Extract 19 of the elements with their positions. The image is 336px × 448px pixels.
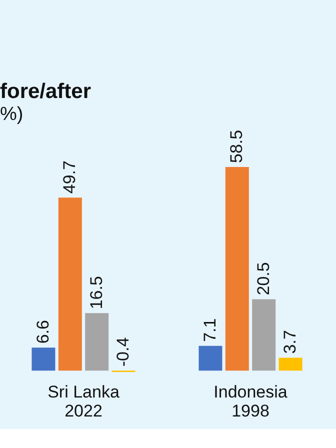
data-label: 6.6 [33, 320, 52, 344]
bar [225, 167, 249, 371]
bar [198, 346, 222, 371]
chart-subtitle: %) [0, 104, 24, 125]
data-label: 58.5 [227, 130, 246, 163]
data-label: 20.5 [254, 262, 273, 296]
data-label: 7.1 [200, 318, 220, 342]
x-tick-label: Sri Lanka 2022 [48, 382, 120, 420]
data-label: 49.7 [60, 160, 80, 194]
bar [85, 313, 109, 371]
bar [32, 348, 56, 371]
data-label: -0.4 [114, 337, 133, 367]
x-tick-label: Indonesia 1998 [214, 382, 288, 420]
data-label: 3.7 [280, 330, 300, 354]
bar [252, 299, 276, 371]
data-label: 16.5 [86, 276, 106, 310]
bar [278, 358, 302, 371]
bar [58, 198, 82, 371]
chart-title: fore/after [0, 80, 92, 103]
